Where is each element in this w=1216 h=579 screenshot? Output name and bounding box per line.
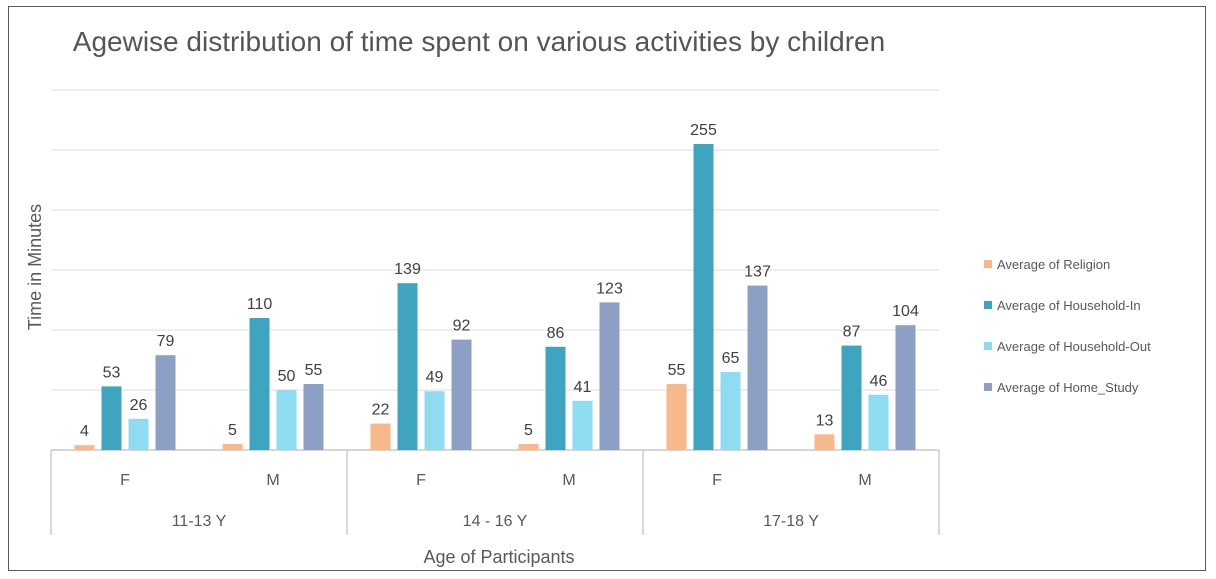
data-label: 5	[524, 422, 533, 439]
x-tick-label: M	[266, 472, 279, 489]
bar	[424, 391, 445, 450]
chart-title: Agewise distribution of time spent on va…	[73, 26, 885, 57]
bar	[518, 444, 539, 450]
bar	[868, 394, 889, 450]
data-label: 137	[744, 264, 771, 281]
data-label: 87	[843, 324, 861, 341]
bar	[249, 318, 270, 450]
gridlines	[51, 89, 939, 451]
data-label: 26	[130, 397, 148, 414]
legend-label: Average of Household-In	[997, 298, 1141, 313]
chart-frame: Agewise distribution of time spent on va…	[8, 6, 1206, 571]
data-label: 46	[870, 373, 888, 390]
x-tick-label: F	[712, 472, 722, 489]
data-label: 79	[157, 333, 175, 350]
legend-swatch	[984, 260, 992, 268]
bar	[276, 390, 297, 450]
data-label: 55	[305, 362, 323, 379]
x-axis: F M F M F M 11-13 Y 14 - 16 Y 17-18 Y	[50, 450, 940, 535]
bar	[303, 384, 324, 450]
bar	[666, 384, 687, 450]
bar	[397, 283, 418, 450]
x-axis-title: Age of Participants	[423, 547, 574, 567]
data-label: 255	[690, 122, 717, 139]
legend-label: Average of Religion	[997, 257, 1110, 272]
y-axis-title: Time in Minutes	[25, 204, 45, 330]
data-label: 50	[278, 368, 296, 385]
x-tick-label: F	[416, 472, 426, 489]
x-tick-label: M	[858, 472, 871, 489]
bar	[370, 423, 391, 450]
bar	[451, 339, 472, 450]
data-label: 53	[103, 364, 121, 381]
data-label: 65	[722, 350, 740, 367]
bar	[572, 400, 593, 450]
data-labels-layer: 4 53 26 79 5 110 50 55 22 139 49 92 5 86 41 123 55 255 65 1…	[80, 122, 919, 440]
legend-swatch	[984, 342, 992, 350]
bar	[895, 325, 916, 450]
data-label: 86	[547, 325, 565, 342]
bar	[841, 345, 862, 450]
legend-label: Average of Home_Study	[997, 380, 1139, 395]
data-label: 139	[394, 261, 421, 278]
bar	[814, 434, 835, 450]
bar	[74, 445, 95, 450]
legend-label: Average of Household-Out	[997, 339, 1151, 354]
data-label: 49	[426, 369, 444, 386]
bar	[693, 144, 714, 450]
data-label: 4	[80, 423, 89, 440]
data-label: 5	[228, 422, 237, 439]
data-label: 110	[247, 296, 273, 313]
x-group-label: 14 - 16 Y	[463, 513, 528, 530]
legend-swatch	[984, 301, 992, 309]
bar	[155, 355, 176, 450]
bar	[720, 372, 741, 450]
bars-layer	[74, 144, 916, 450]
legend-swatch	[984, 383, 992, 391]
data-label: 13	[816, 412, 834, 429]
chart-canvas: Agewise distribution of time spent on va…	[25, 26, 1151, 567]
data-label: 92	[453, 318, 471, 335]
data-label: 123	[596, 280, 623, 297]
x-group-label: 17-18 Y	[763, 513, 819, 530]
bar	[545, 346, 566, 450]
bar	[747, 285, 768, 450]
data-label: 104	[892, 303, 919, 320]
bar	[599, 302, 620, 450]
bar	[222, 444, 243, 450]
data-label: 41	[574, 379, 592, 396]
legend: Average of Religion Average of Household-…	[984, 257, 1151, 395]
data-label: 55	[668, 362, 686, 379]
x-group-label: 11-13 Y	[172, 513, 227, 530]
x-tick-label: F	[120, 472, 130, 489]
bar	[101, 386, 122, 450]
data-label: 22	[372, 402, 390, 419]
bar	[128, 418, 149, 450]
x-tick-label: M	[562, 472, 575, 489]
